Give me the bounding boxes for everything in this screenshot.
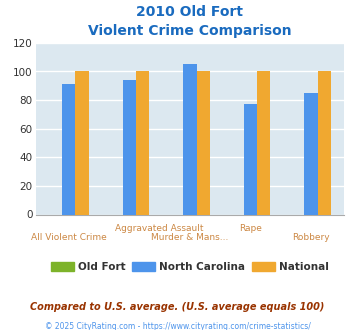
Text: Rape: Rape [239,224,262,233]
Bar [304,93,318,214]
Legend: Old Fort, North Carolina, National: Old Fort, North Carolina, National [47,257,333,276]
Title: 2010 Old Fort
Violent Crime Comparison: 2010 Old Fort Violent Crime Comparison [88,5,292,38]
Bar [197,72,210,214]
Text: All Violent Crime: All Violent Crime [31,233,107,242]
Bar [183,64,197,214]
Bar [318,72,331,214]
Bar [244,104,257,214]
Text: Robbery: Robbery [292,233,330,242]
Bar [257,72,271,214]
Bar [123,80,136,214]
Text: © 2025 CityRating.com - https://www.cityrating.com/crime-statistics/: © 2025 CityRating.com - https://www.city… [45,322,310,330]
Bar [62,84,76,214]
Bar [76,72,89,214]
Bar [136,72,149,214]
Text: Murder & Mans...: Murder & Mans... [151,233,229,242]
Text: Aggravated Assault: Aggravated Assault [115,224,204,233]
Text: Compared to U.S. average. (U.S. average equals 100): Compared to U.S. average. (U.S. average … [30,302,325,312]
